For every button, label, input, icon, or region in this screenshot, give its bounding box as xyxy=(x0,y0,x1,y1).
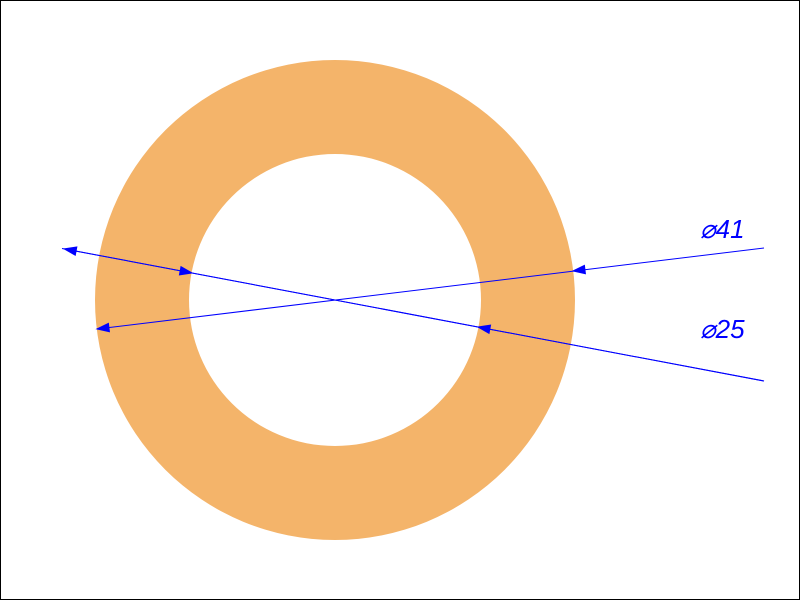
diameter-value: 25 xyxy=(715,314,745,344)
diagram-canvas: ⌀41 ⌀25 xyxy=(0,0,800,600)
outer-diameter-label: ⌀41 xyxy=(700,214,745,244)
outer-dimension-line xyxy=(97,248,764,329)
inner-diameter-label: ⌀25 xyxy=(700,314,745,344)
dimension-arrowhead xyxy=(573,265,585,273)
diameter-value: 41 xyxy=(716,214,745,244)
dimension-arrowhead xyxy=(64,247,77,255)
